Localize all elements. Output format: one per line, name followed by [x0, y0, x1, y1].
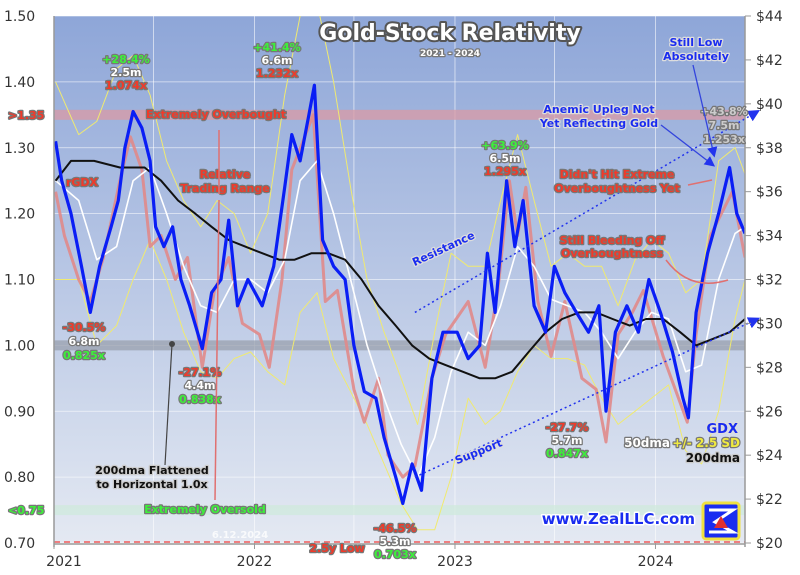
y-left-tick-label: 1.30 — [4, 141, 35, 157]
didnt-1: Didn't Hit Extreme — [560, 168, 675, 181]
overbought-label: Extremely Overbought — [146, 108, 286, 121]
y-left-tick-label: 1.10 — [4, 273, 35, 289]
reference-band — [54, 505, 745, 516]
y-left-tick-label: 0.70 — [4, 536, 35, 552]
low-label: 2.5y Low — [309, 542, 364, 555]
series-line-gdx — [54, 113, 745, 479]
low4-mult: 0.847x — [546, 447, 588, 460]
flat-label-1: 200dma Flattened — [95, 464, 208, 477]
y-right-tick-label: $42 — [756, 53, 783, 69]
y-right-tick-label: $26 — [756, 404, 783, 420]
annotation-arrows — [164, 64, 729, 501]
peak1-pct: +28.4% — [102, 53, 149, 66]
y-right-tick-label: $22 — [756, 492, 783, 508]
legend: GDX 50dma +/- 2.5 SD 200dma — [623, 421, 741, 467]
watermark: www.ZealLLC.com — [542, 510, 695, 528]
reference-band — [54, 109, 745, 120]
low1-pct: -30.5% — [63, 321, 106, 334]
oversold-label: Extremely Oversold — [144, 503, 266, 516]
y-left-tick-label: 1.40 — [4, 75, 35, 91]
peak4-dur: 7.5m — [709, 119, 740, 132]
peak4-pct: +43.8% — [700, 105, 747, 118]
bleed-1: Still Bleeding Off — [560, 234, 665, 247]
y-right-tick-label: $34 — [756, 229, 783, 245]
series-lines — [54, 16, 745, 531]
low4-dur: 5.7m — [552, 434, 583, 447]
y-right-tick-label: $20 — [756, 536, 783, 552]
flat-label-2: to Horizontal 1.0x — [96, 478, 207, 491]
peak3-mult: 1.295x — [484, 165, 526, 178]
low3-mult: 0.703x — [374, 548, 416, 561]
peak3-dur: 6.5m — [490, 152, 521, 165]
legend-sd: +/- 2.5 SD — [672, 436, 740, 450]
range-label-2: Trading Range — [180, 182, 269, 195]
didnt-2: Overboughtness Yet — [554, 182, 680, 195]
peak2-dur: 6.6m — [262, 54, 293, 67]
bleed-2: Overboughtness — [561, 247, 663, 260]
rgdx-label: rGDX — [66, 176, 99, 189]
chart-subtitle: 2021 - 2024 — [420, 49, 480, 59]
peak2-pct: +41.4% — [253, 41, 300, 54]
reference-lines: >1.35 <0.75 6.12.2024 — [7, 108, 745, 543]
low3-dur: 5.3m — [380, 535, 411, 548]
x-tick-label: 2023 — [437, 554, 473, 570]
reference-band-label: >1.35 — [8, 109, 44, 122]
reference-band-label: <0.75 — [8, 504, 44, 517]
low3-pct: -46.5% — [374, 522, 417, 535]
y-right-tick-label: $38 — [756, 141, 783, 157]
low4-pct: -27.7% — [546, 421, 589, 434]
low1-mult: 0.825x — [63, 349, 105, 362]
y-left-tick-label: 1.00 — [4, 338, 35, 354]
zeal-logo — [701, 501, 741, 541]
series-line-rgdx — [54, 83, 745, 506]
range-label-1: Relative — [200, 168, 251, 181]
annotations: +28.4% 2.5m 1.074x +41.4% 6.6m 1.232x +6… — [61, 35, 749, 563]
y-right-tick-label: $28 — [756, 360, 783, 376]
x-tick-label: 2022 — [237, 554, 273, 570]
reference-band — [54, 340, 745, 351]
reference-date-label: 6.12.2024 — [212, 530, 268, 541]
legend-50dma: 50dma — [624, 436, 670, 450]
y-right-tick-label: $32 — [756, 273, 783, 289]
x-tick-label: 2021 — [46, 554, 82, 570]
x-tick-label: 2024 — [638, 554, 674, 570]
still-low-1: Still Low — [669, 36, 722, 49]
y-left-tick-label: 0.80 — [4, 470, 35, 486]
y-left-tick-label: 1.20 — [4, 207, 35, 223]
y-right-tick-label: $24 — [756, 448, 783, 464]
peak3-pct: +63.9% — [481, 139, 528, 152]
grid — [54, 15, 745, 544]
legend-200dma: 200dma — [686, 451, 740, 465]
anemic-2: Yet Reflecting Gold — [539, 117, 658, 130]
y-right-tick-label: $30 — [756, 316, 783, 332]
legend-gdx: GDX — [707, 422, 738, 437]
series-line--2-5-sd — [55, 16, 745, 425]
low2-pct: -27.1% — [179, 366, 222, 379]
y-right-tick-label: $40 — [756, 97, 783, 113]
y-left-tick-label: 1.50 — [4, 9, 35, 25]
peak2-mult: 1.232x — [256, 67, 298, 80]
peak4-mult: 1.253x — [703, 133, 745, 146]
anemic-1: Anemic Upleg Not — [543, 103, 654, 116]
series-line--2-5-sd — [55, 239, 745, 531]
y-left-tick-label: 0.90 — [4, 404, 35, 420]
peak1-mult: 1.074x — [105, 79, 147, 92]
still-low-2: Absolutely — [663, 50, 729, 63]
y-right-tick-label: $44 — [756, 9, 783, 25]
chart-title: Gold-Stock Relativity — [319, 21, 580, 46]
y-right-tick-label: $36 — [756, 185, 783, 201]
low2-mult: 0.838x — [179, 393, 221, 406]
low2-dur: 4.4m — [185, 379, 216, 392]
peak1-dur: 2.5m — [111, 66, 142, 79]
axes: 1.50 1.40 1.30 1.20 1.10 1.00 0.90 0.80 0.70 $44 $… — [4, 9, 783, 570]
low1-dur: 6.8m — [69, 335, 100, 348]
trend-line-resistance — [414, 110, 760, 314]
